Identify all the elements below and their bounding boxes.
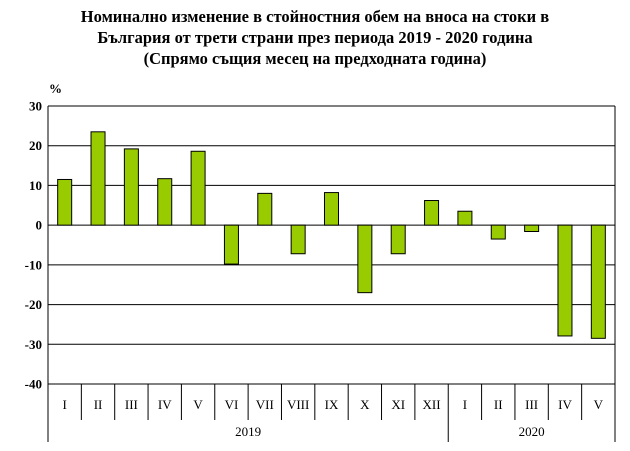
y-tick-label: 20 bbox=[29, 138, 42, 153]
x-tick-label: VII bbox=[256, 397, 274, 412]
y-tick-label: -20 bbox=[25, 297, 42, 312]
y-tick-label: -40 bbox=[25, 377, 42, 392]
y-tick-label: -30 bbox=[25, 337, 42, 352]
x-tick-label: V bbox=[193, 397, 203, 412]
bar bbox=[257, 192, 273, 226]
chart-title: Номинално изменение в стойностния обем н… bbox=[0, 6, 630, 69]
grid-lines bbox=[47, 105, 616, 385]
x-tick-label: III bbox=[525, 397, 538, 412]
y-tick-label: 0 bbox=[36, 218, 43, 233]
year-label: 2020 bbox=[519, 424, 545, 439]
x-tick-label: II bbox=[494, 397, 503, 412]
x-tick-label: X bbox=[360, 397, 370, 412]
bar bbox=[290, 224, 306, 255]
x-tick-label: I bbox=[463, 397, 467, 412]
bar bbox=[590, 224, 606, 339]
y-tick-labels: 30 20 10 0 -10 -20 -30 -40 bbox=[25, 99, 42, 392]
bar bbox=[490, 224, 506, 240]
bar bbox=[223, 224, 239, 265]
title-line-3: (Спрямо същия месец на предходната годин… bbox=[143, 49, 487, 68]
x-tick-label: XI bbox=[391, 397, 405, 412]
bar bbox=[457, 210, 473, 226]
bar bbox=[324, 192, 339, 226]
y-tick-label: 10 bbox=[29, 178, 42, 193]
x-tick-label: XII bbox=[423, 397, 441, 412]
bar bbox=[390, 224, 406, 255]
bar bbox=[424, 200, 440, 226]
bar bbox=[190, 150, 206, 226]
x-tick-label: III bbox=[125, 397, 138, 412]
bar bbox=[90, 131, 106, 226]
x-tick-label: V bbox=[594, 397, 604, 412]
x-tick-label: VI bbox=[225, 397, 239, 412]
x-tick-label: II bbox=[94, 397, 103, 412]
y-tick-label: 30 bbox=[29, 99, 42, 114]
y-axis-label: % bbox=[49, 81, 62, 96]
x-tick-label: IV bbox=[158, 397, 172, 412]
title-line-1: Номинално изменение в стойностния обем н… bbox=[80, 7, 550, 26]
bars bbox=[57, 131, 606, 339]
x-tick-label: VIII bbox=[287, 397, 309, 412]
year-label: 2019 bbox=[235, 424, 261, 439]
bar bbox=[123, 148, 139, 226]
title-line-2: България от трети страни през периода 20… bbox=[97, 28, 533, 47]
x-tick-label: IV bbox=[558, 397, 572, 412]
bar bbox=[157, 178, 173, 226]
x-tick-label: I bbox=[63, 397, 67, 412]
x-tick-label: IX bbox=[325, 397, 339, 412]
bar bbox=[524, 224, 540, 232]
bar bbox=[557, 224, 573, 337]
y-tick-label: -10 bbox=[25, 257, 42, 272]
bar bbox=[357, 224, 373, 294]
bar bbox=[57, 178, 73, 226]
